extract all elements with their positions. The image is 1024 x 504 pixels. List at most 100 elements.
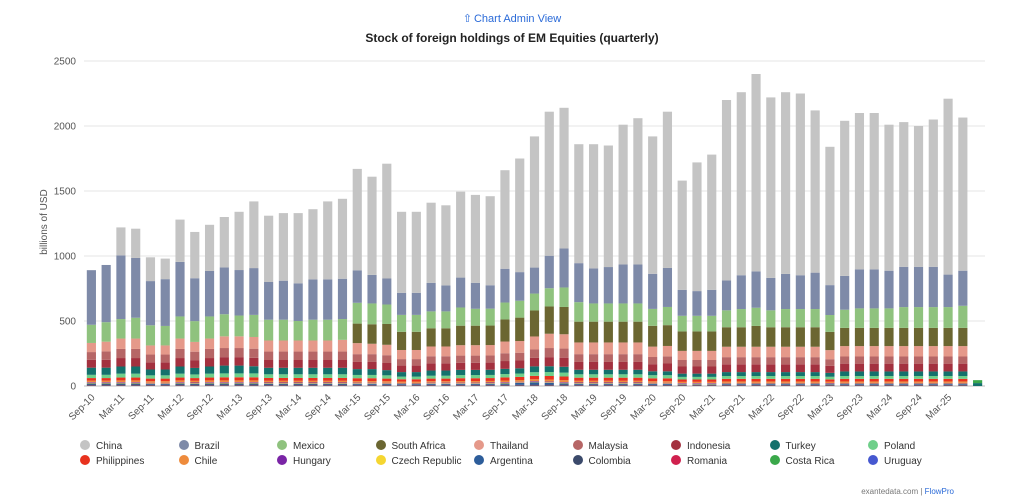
legend-item-south-africa[interactable]: South Africa [375, 440, 445, 452]
bar-segment-indonesia [204, 358, 215, 367]
bar-segment-malaysia [662, 356, 673, 364]
legend-label: Romania [687, 456, 728, 467]
bar-segment-argentina [810, 384, 820, 385]
bar-Sep-24 [913, 126, 924, 386]
x-tick-label: Mar-19 [570, 392, 600, 422]
x-tick-label: Sep-24 [894, 392, 925, 423]
legend-item-colombia[interactable]: Colombia [572, 455, 631, 467]
legend-label: Thailand [490, 441, 529, 452]
bar-segment-argentina [854, 384, 865, 385]
bar-segment-turkey [234, 365, 244, 374]
legend-item-costa-rica[interactable]: Costa Rica [769, 455, 834, 467]
bar-segment-indonesia [529, 357, 540, 367]
bar-segment-indonesia [86, 359, 96, 368]
bar-segment-argentina [928, 384, 938, 385]
bar-segment-argentina [692, 384, 702, 385]
legend-item-indonesia[interactable]: Indonesia [671, 440, 730, 452]
legend-item-china[interactable]: China [80, 440, 122, 452]
bar-segment-thailand [958, 346, 968, 357]
bar-segment-thailand [145, 345, 156, 355]
bar-segment-brazil [116, 255, 126, 320]
bar-Jun-15 [367, 176, 377, 386]
bar-segment-mexico [529, 293, 540, 311]
legend-item-argentina[interactable]: Argentina [474, 455, 533, 467]
legend-item-romania[interactable]: Romania [671, 455, 727, 467]
bar-segment-turkey [928, 371, 938, 376]
bar-segment-turkey [781, 372, 791, 376]
bar-segment-czech-republic [293, 383, 303, 384]
bar-segment-china [736, 92, 746, 276]
legend-label: Argentina [490, 456, 533, 467]
bar-Dec-22 [810, 110, 820, 386]
legend-item-poland[interactable]: Poland [868, 440, 915, 452]
legend-item-brazil[interactable]: Brazil [178, 440, 220, 452]
bar-segment-philippines [913, 378, 924, 382]
bar-segment-malaysia [899, 356, 909, 364]
legend-item-malaysia[interactable]: Malaysia [572, 440, 628, 452]
bar-segment-indonesia [958, 363, 968, 372]
bar-segment-south-africa [913, 327, 924, 347]
bar-segment-poland [293, 374, 303, 378]
bar-segment-argentina [249, 383, 259, 385]
bar-segment-turkey [603, 369, 613, 375]
legend-item-chile[interactable]: Chile [178, 455, 217, 467]
bar-segment-turkey [707, 373, 717, 377]
bar-segment-china [441, 205, 451, 286]
bar-segment-chile [766, 381, 776, 383]
bar-segment-turkey [190, 367, 200, 375]
bar-segment-indonesia [854, 363, 865, 372]
bar-segment-poland [131, 373, 141, 378]
bar-segment-malaysia [485, 355, 495, 363]
bar-segment-poland [943, 375, 953, 379]
bar-segment-indonesia [662, 363, 673, 372]
bar-segment [973, 383, 983, 386]
bar-segment-czech-republic [574, 383, 584, 384]
bar-segment-thailand [204, 338, 215, 349]
bar-segment-turkey [559, 366, 569, 373]
credit-brand[interactable]: FlowPro [924, 487, 954, 496]
bar-segment-poland [337, 374, 348, 378]
bar-segment-thailand [854, 346, 865, 357]
bar-Dec-16 [456, 191, 466, 386]
legend-item-thailand[interactable]: Thailand [474, 440, 528, 452]
bar-segment-malaysia [958, 356, 968, 364]
bar-segment-mexico [204, 316, 215, 339]
bar-Sep-15 [382, 163, 392, 386]
bar-segment-indonesia [692, 366, 702, 374]
bar-segment-colombia [692, 384, 702, 386]
bar-segment-malaysia [352, 354, 362, 362]
bar-segment-malaysia [721, 357, 732, 365]
legend-item-turkey[interactable]: Turkey [769, 440, 816, 452]
bar-segment-philippines [854, 378, 865, 382]
legend-item-hungary[interactable]: Hungary [277, 455, 331, 467]
bar-segment-hungary [470, 382, 480, 384]
bar-segment-indonesia [175, 358, 185, 367]
bar-segment-czech-republic [854, 383, 865, 385]
bar-segment-china [825, 146, 835, 286]
legend-item-czech-republic[interactable]: Czech Republic [375, 455, 462, 467]
bar-segment-poland [810, 375, 820, 379]
bar-segment-hungary [884, 382, 894, 384]
bar-segment-turkey [160, 369, 170, 376]
bar-segment-brazil [160, 279, 170, 326]
legend-item-philippines[interactable]: Philippines [80, 455, 144, 467]
bar-segment-czech-republic [943, 383, 953, 385]
bar-segment-philippines [426, 378, 436, 382]
bar-segment-philippines [589, 377, 599, 381]
bar-segment-hungary [662, 382, 673, 384]
chart-admin-link[interactable]: ⇧ Chart Admin View [0, 12, 1024, 25]
bar-segment-brazil [633, 264, 643, 304]
bar-segment-turkey [884, 371, 894, 376]
legend-item-mexico[interactable]: Mexico [277, 440, 325, 452]
bar-Jun-14 [308, 209, 318, 386]
bar-segment-colombia [367, 384, 377, 386]
bar-segment-south-africa [869, 327, 879, 347]
bar-segment-czech-republic [913, 383, 924, 385]
bar-segment-argentina [204, 383, 215, 385]
bar-segment-china [293, 213, 303, 284]
bar-segment-chile [101, 380, 111, 383]
legend-item-uruguay[interactable]: Uruguay [868, 455, 922, 467]
bar-segment-malaysia [603, 354, 613, 362]
bar-segment-poland [574, 374, 584, 378]
bar-segment-hungary [293, 382, 303, 384]
